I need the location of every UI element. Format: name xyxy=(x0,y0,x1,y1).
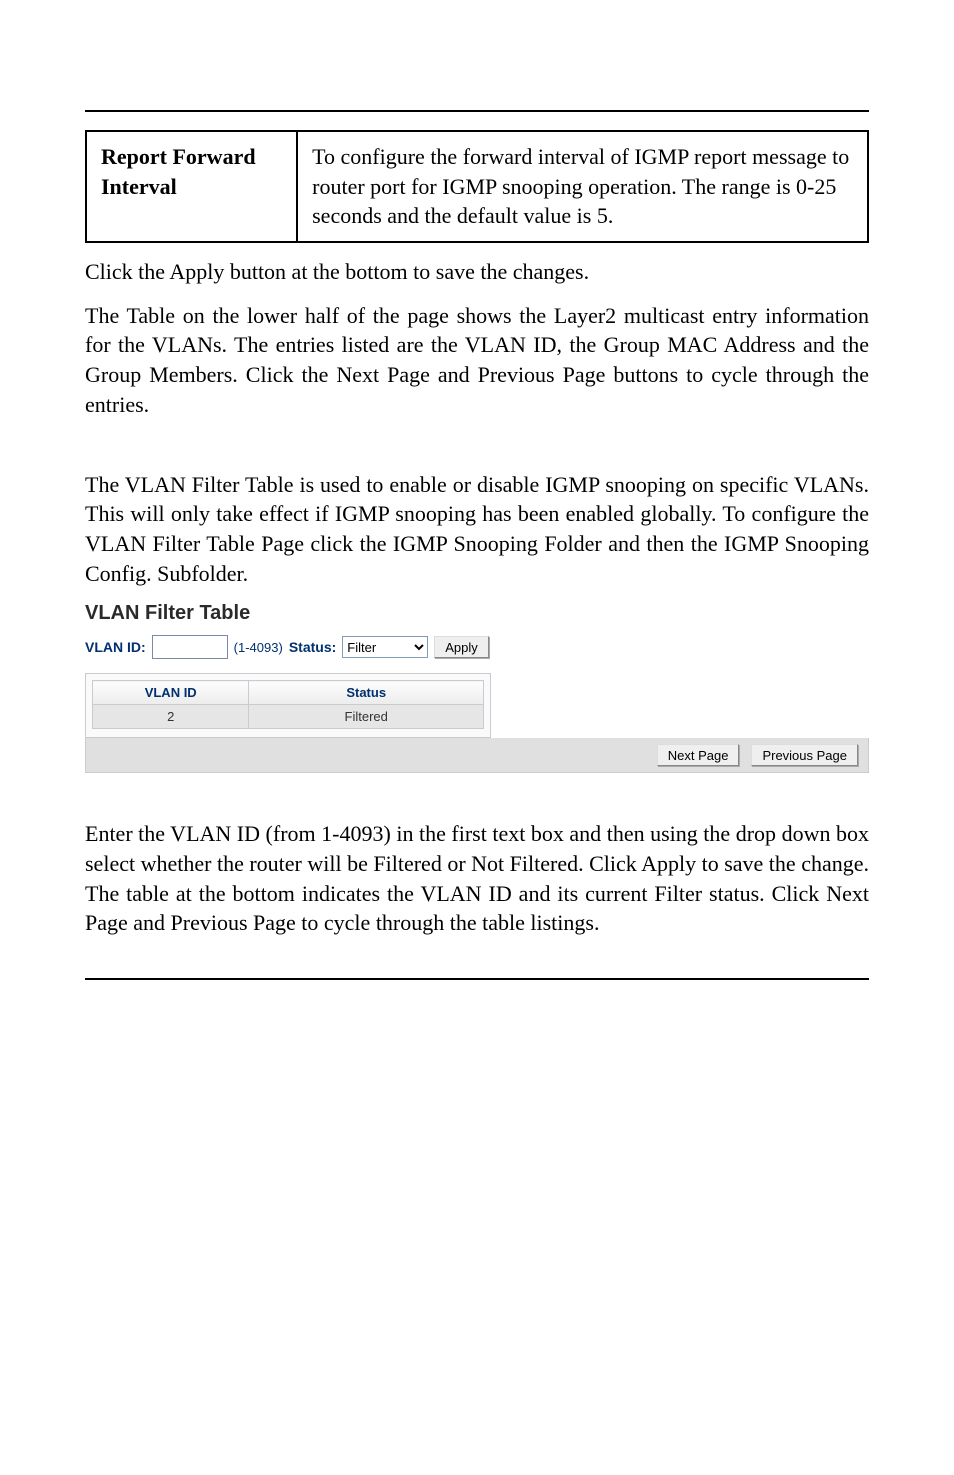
table-row: 2 Filtered xyxy=(93,705,484,729)
vlan-id-input[interactable] xyxy=(152,635,228,659)
vlan-id-label: VLAN ID: xyxy=(85,639,146,655)
paragraph-table-desc: The Table on the lower half of the page … xyxy=(85,301,869,420)
paragraph-vft-intro: The VLAN Filter Table is used to enable … xyxy=(85,470,869,589)
apply-button[interactable]: Apply xyxy=(434,636,489,658)
vft-grid-wrapper: VLAN ID Status 2 Filtered xyxy=(85,673,491,738)
vft-controls: VLAN ID: (1-4093) Status: Filter Apply xyxy=(85,635,869,659)
vlan-id-range: (1-4093) xyxy=(234,640,283,655)
vft-header-status: Status xyxy=(249,681,484,705)
vft-data-table: VLAN ID Status 2 Filtered xyxy=(92,680,484,729)
definition-table: Report Forward Interval To configure the… xyxy=(85,130,869,243)
definition-description: To configure the forward interval of IGM… xyxy=(297,131,868,242)
vft-cell-vlanid: 2 xyxy=(93,705,249,729)
vft-header-vlanid: VLAN ID xyxy=(93,681,249,705)
paragraph-vft-instructions: Enter the VLAN ID (from 1-4093) in the f… xyxy=(85,819,869,938)
next-page-button[interactable]: Next Page xyxy=(657,744,740,766)
previous-page-button[interactable]: Previous Page xyxy=(751,744,858,766)
paragraph-apply-note: Click the Apply button at the bottom to … xyxy=(85,257,869,287)
vft-title: VLAN Filter Table xyxy=(85,602,869,625)
vlan-filter-table-panel: VLAN Filter Table VLAN ID: (1-4093) Stat… xyxy=(85,602,869,773)
vft-pager: Next Page Previous Page xyxy=(85,738,869,773)
vft-cell-status: Filtered xyxy=(249,705,484,729)
definition-term: Report Forward Interval xyxy=(86,131,297,242)
status-select[interactable]: Filter xyxy=(342,636,428,658)
status-label: Status: xyxy=(289,639,336,655)
